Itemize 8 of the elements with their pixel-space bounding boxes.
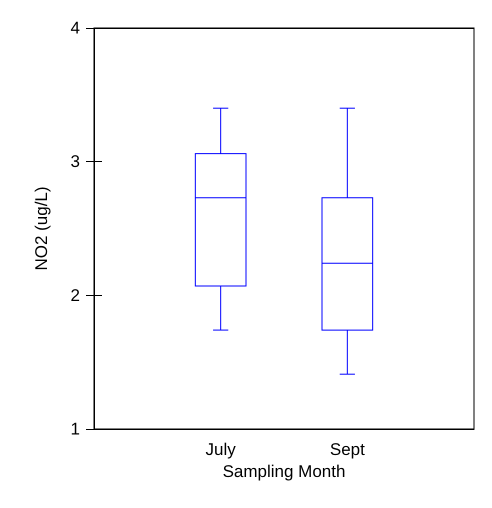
x-tick-label: July bbox=[206, 440, 236, 459]
y-tick-label: 3 bbox=[70, 152, 80, 172]
x-axis-title: Sampling Month bbox=[222, 462, 346, 481]
y-tick-label: 2 bbox=[70, 286, 80, 305]
y-tick-label: 1 bbox=[70, 420, 80, 438]
y-axis-title: NO2 (ug/L) bbox=[32, 186, 51, 271]
y-tick-label: 4 bbox=[70, 18, 80, 38]
x-tick-label: Sept bbox=[330, 440, 366, 459]
